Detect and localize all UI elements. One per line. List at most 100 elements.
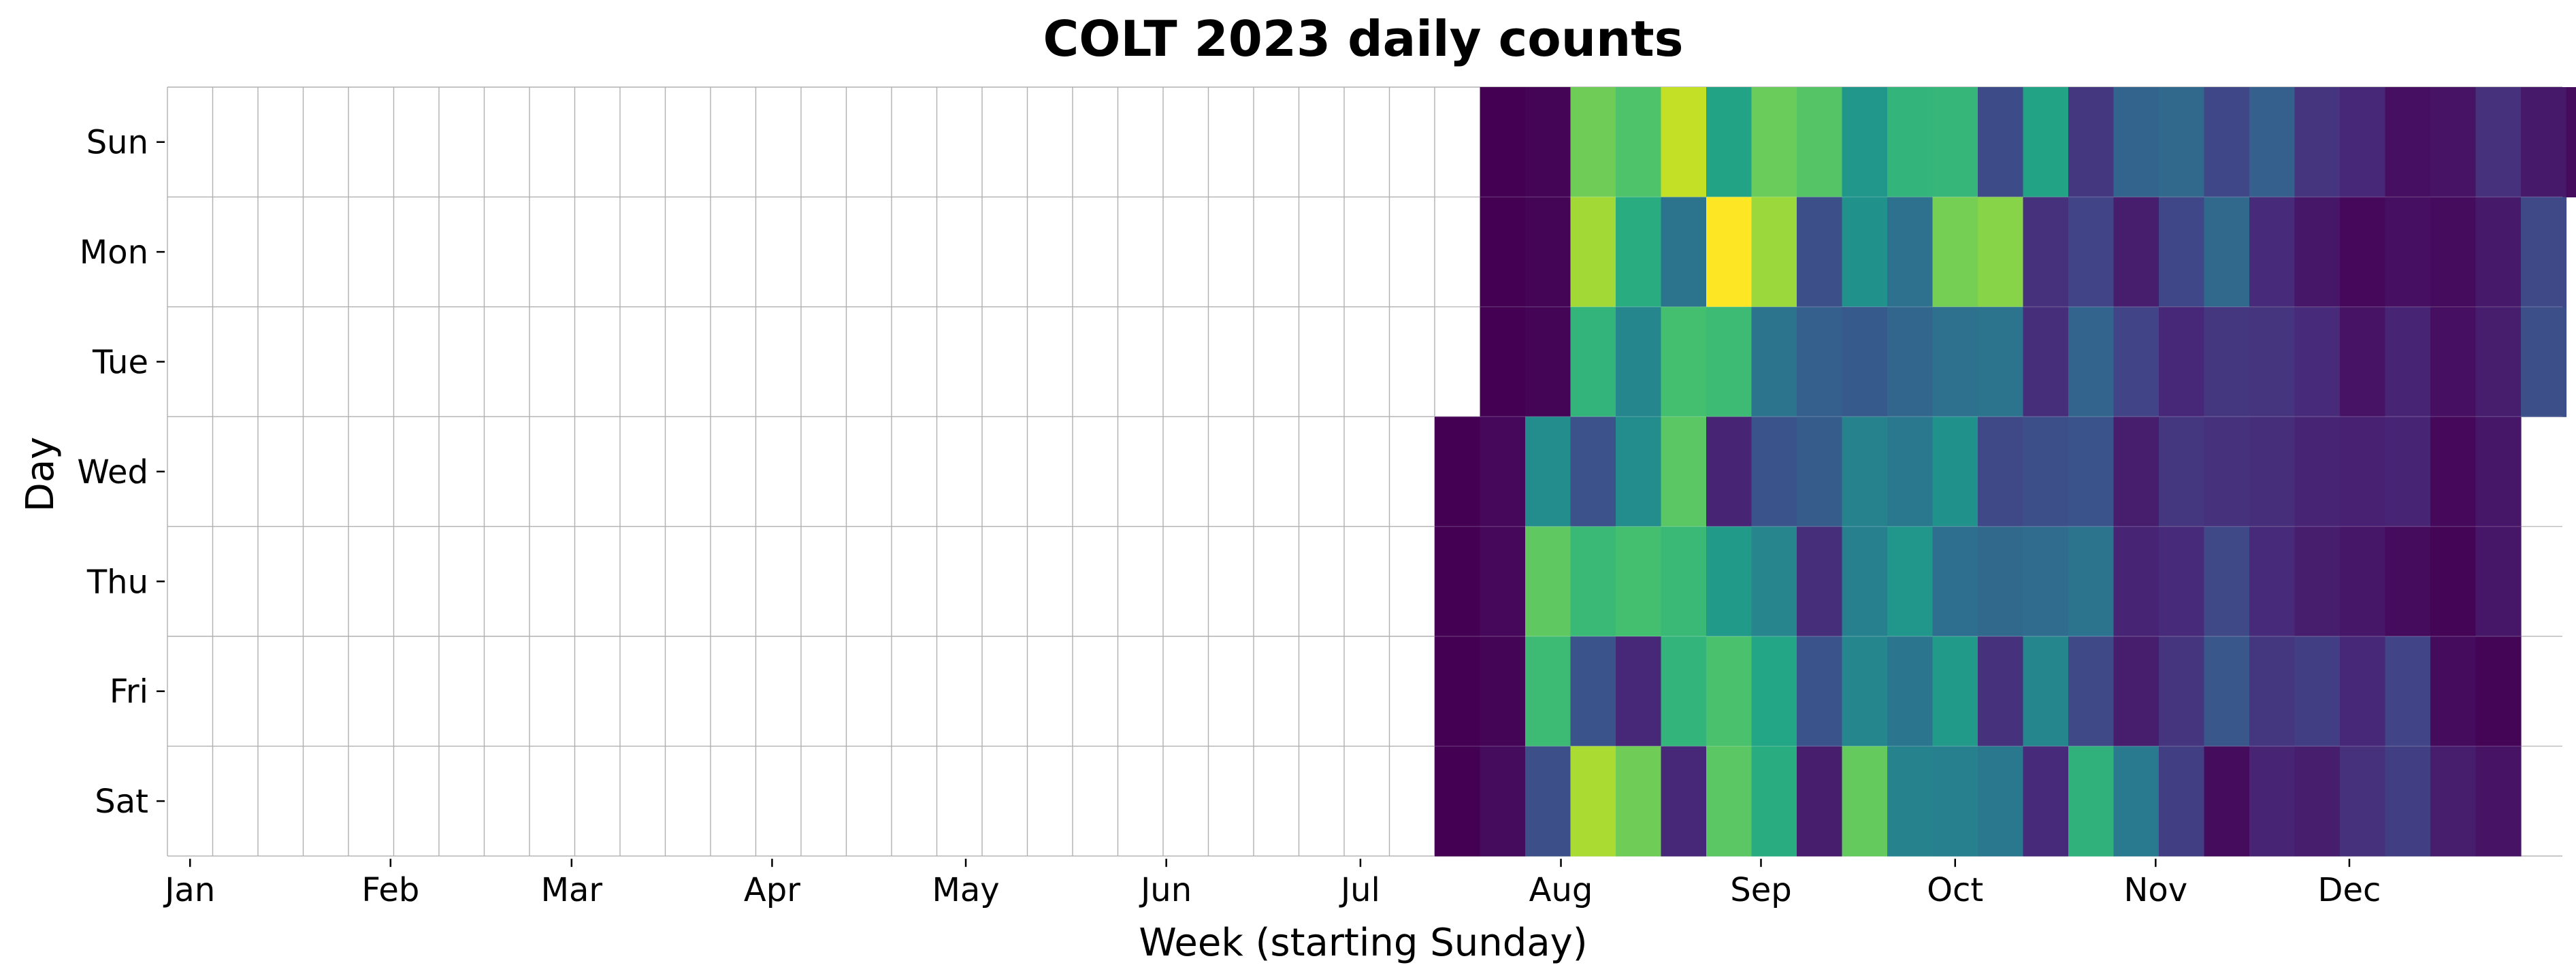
heatmap-cell [1842,416,1888,527]
heatmap-cell [1751,87,1797,197]
heatmap-cell [1616,306,1662,417]
heatmap-cell [2340,87,2386,197]
heatmap-cell [2204,306,2250,417]
heatmap-cell [2521,197,2567,308]
y-axis: Sun Mon Tue Wed Thu Fri Sat [77,124,165,821]
heatmap-cell [1797,526,1843,637]
heatmap-cell [1706,636,1752,747]
heatmap-cell [1570,197,1616,308]
heatmap-cell [1661,746,1707,857]
heatmap-cell [2068,416,2115,527]
heatmap-cell [2430,746,2477,857]
heatmap-cell [1570,526,1616,637]
heatmap-cell [1797,416,1843,527]
heatmap-cell [1932,746,1978,857]
heatmap-cell [1525,306,1571,417]
heatmap-cell [2023,636,2069,747]
heatmap-cell [1797,197,1843,308]
heatmap-cell [2340,306,2386,417]
heatmap-cell [2430,526,2477,637]
heatmap-cell [1435,416,1481,527]
heatmap-cell [1706,746,1752,857]
heatmap-cell [2385,197,2431,308]
y-tick-label: Wed [77,453,148,491]
heatmap-cell [1932,306,1978,417]
heatmap-cell [1435,746,1481,857]
x-tick-label: Apr [744,871,800,909]
heatmap-cell [2475,197,2522,308]
heatmap-cell [1480,526,1526,637]
heatmap-cell [2385,87,2431,197]
heatmap-cell [1887,306,1934,417]
x-tick-label: Jun [1139,871,1192,909]
heatmap-cell [2475,416,2522,527]
heatmap-cell [1525,87,1571,197]
y-tick-label: Fri [110,673,148,711]
heatmap-cell [1616,87,1662,197]
heatmap-cell [2430,636,2477,747]
heatmap-cell [1480,416,1526,527]
heatmap-cell [1842,636,1888,747]
chart-title: COLT 2023 daily counts [1043,10,1683,67]
heatmap-cell [2430,197,2477,308]
heatmap-cell [2113,87,2159,197]
heatmap-cell [2249,636,2296,747]
heatmap-cell [1661,416,1707,527]
heatmap-cell [2113,746,2159,857]
heatmap-cell [1978,636,2024,747]
heatmap-cell [2068,526,2115,637]
heatmap-cell [1797,746,1843,857]
heatmap-cell [2068,197,2115,308]
heatmap-cell [2023,526,2069,637]
x-tick-label: Jul [1339,871,1380,909]
heatmap-cell [1751,746,1797,857]
heatmap-cell [2294,746,2341,857]
heatmap-cell [2159,197,2205,308]
y-tick-label: Mon [80,233,148,272]
heatmap-cell [1751,416,1797,527]
heatmap-cell [2113,526,2159,637]
heatmap-cell [1661,526,1707,637]
heatmap-cell [1932,636,1978,747]
x-axis: Jan Feb Mar Apr May Jun Jul Aug Sep Oct Nov Dec [163,858,2381,909]
heatmap-cell [1525,197,1571,308]
heatmap-cell [1480,746,1526,857]
heatmap-cell [1570,306,1616,417]
heatmap-cell [2204,746,2250,857]
y-tick-label: Tue [92,344,148,382]
heatmap-cell [2475,306,2522,417]
heatmap-cell [1751,526,1797,637]
heatmap-cell [1616,197,1662,308]
heatmap-cell [2340,416,2386,527]
heatmap-cell [1570,746,1616,857]
heatmap-cell [1797,636,1843,747]
heatmap-cell [1616,746,1662,857]
heatmap-cell [2068,636,2115,747]
heatmap-cell [2385,636,2431,747]
heatmap-cell [2113,197,2159,308]
heatmap-cell [2249,416,2296,527]
heatmap-cell [1661,636,1707,747]
heatmap-cell [2023,306,2069,417]
heatmap-cell [2249,197,2296,308]
heatmap-cell [2294,87,2341,197]
heatmap-cell [2340,197,2386,308]
heatmap-cell [1978,197,2024,308]
heatmap-cell [2204,87,2250,197]
heatmap-cell [1978,306,2024,417]
heatmap-cell [1978,416,2024,527]
heatmap-cell [2340,636,2386,747]
heatmap-cell [1751,306,1797,417]
heatmap-cell [2385,746,2431,857]
heatmap-cell [2204,197,2250,308]
x-tick-label: Jan [163,871,215,909]
x-tick-label: Sep [1730,871,1791,909]
heatmap-cell [2294,526,2341,637]
heatmap-cell [2521,306,2567,417]
x-tick-label: Mar [541,871,603,909]
heatmap-cell [2023,416,2069,527]
heatmap-cell [1480,636,1526,747]
heatmap-cell [2068,746,2115,857]
heatmap-cell [1751,636,1797,747]
heatmap-cell [1978,526,2024,637]
